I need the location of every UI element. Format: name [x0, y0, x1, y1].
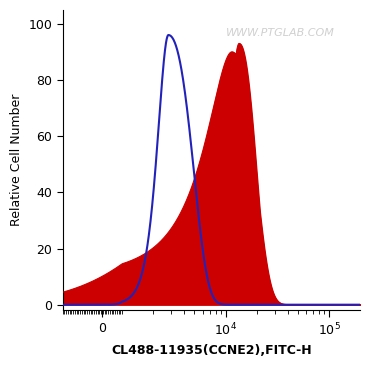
Y-axis label: Relative Cell Number: Relative Cell Number: [10, 94, 23, 226]
X-axis label: CL488-11935(CCNE2),FITC-H: CL488-11935(CCNE2),FITC-H: [111, 344, 312, 357]
Text: WWW.PTGLAB.COM: WWW.PTGLAB.COM: [225, 28, 334, 38]
